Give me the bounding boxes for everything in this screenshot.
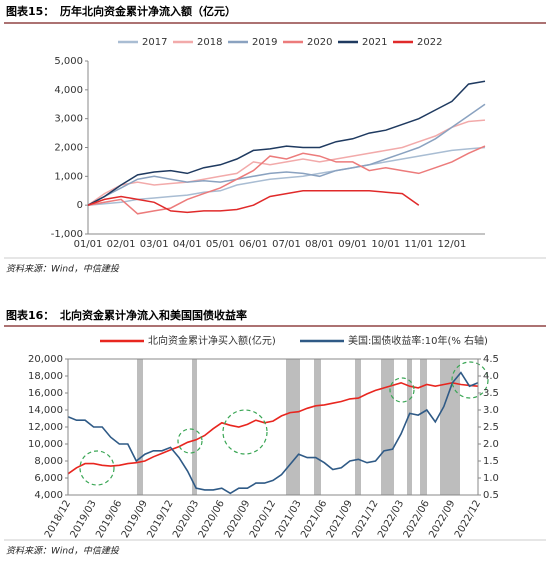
y-tick-label: 2,000 bbox=[54, 143, 83, 154]
y-tick-label: 0 bbox=[77, 200, 83, 211]
x-tick-label: 11/01 bbox=[404, 239, 433, 250]
x-tick-label: 07/01 bbox=[272, 239, 301, 250]
legend-label: 美国:国债收益率:10年(% 右轴) bbox=[348, 334, 488, 347]
y-tick-label: 10,000 bbox=[28, 439, 63, 450]
x-tick-label: 06/01 bbox=[239, 239, 268, 250]
legend-label: 2019 bbox=[252, 37, 277, 48]
x-tick-label: 12/01 bbox=[438, 239, 467, 250]
x-tick-label: 2022/12 bbox=[453, 499, 483, 540]
series-line bbox=[67, 381, 479, 475]
y-tick-label: 6,000 bbox=[34, 473, 63, 484]
y2-tick-label: 4.5 bbox=[483, 354, 499, 365]
y2-tick-label: 3.5 bbox=[483, 388, 499, 399]
y-tick-label: 4,000 bbox=[54, 85, 83, 96]
series-line bbox=[87, 190, 420, 214]
x-tick-label: 03/01 bbox=[140, 239, 169, 250]
series-line bbox=[87, 146, 486, 206]
x-tick-label: 04/01 bbox=[173, 239, 202, 250]
x-tick-label: 09/01 bbox=[338, 239, 367, 250]
x-tick-label: 02/01 bbox=[107, 239, 136, 250]
y-tick-label: -1,000 bbox=[51, 229, 83, 240]
y-tick-label: 18,000 bbox=[28, 371, 63, 382]
y-tick-label: 14,000 bbox=[28, 405, 63, 416]
legend-label: 2022 bbox=[417, 37, 442, 48]
source: 资料来源：Wind，中信建投 bbox=[6, 264, 120, 275]
y2-tick-label: 2.0 bbox=[483, 439, 499, 450]
y-tick-label: 16,000 bbox=[28, 388, 63, 399]
y2-tick-label: 3.0 bbox=[483, 405, 499, 416]
legend-label: 2021 bbox=[362, 37, 387, 48]
y2-tick-label: 1.0 bbox=[483, 473, 499, 484]
y2-tick-label: 2.5 bbox=[483, 422, 499, 433]
series-line bbox=[87, 145, 486, 215]
source: 资料来源：Wind，中信建投 bbox=[6, 546, 120, 557]
y-tick-label: 12,000 bbox=[28, 422, 63, 433]
x-tick-label: 01/01 bbox=[74, 239, 103, 250]
shaded-periods bbox=[137, 359, 460, 495]
series-line bbox=[87, 80, 486, 206]
legend-label: 2018 bbox=[197, 37, 222, 48]
y-tick-label: 8,000 bbox=[34, 456, 63, 467]
highlight-circles bbox=[79, 361, 489, 486]
legend-label: 北向资金累计净买入额(亿元) bbox=[148, 334, 276, 347]
figure-label: 图表16： bbox=[6, 308, 54, 322]
y-tick-label: 20,000 bbox=[28, 354, 63, 365]
figure-label: 图表15： bbox=[6, 4, 54, 18]
series-line bbox=[67, 371, 479, 495]
x-tick-label: 10/01 bbox=[371, 239, 400, 250]
y-tick-label: 5,000 bbox=[54, 56, 83, 67]
y2-tick-label: 1.5 bbox=[483, 456, 499, 467]
y-tick-label: 4,000 bbox=[34, 490, 63, 501]
series-line bbox=[87, 103, 486, 206]
legend-label: 2017 bbox=[142, 37, 167, 48]
y-tick-label: 3,000 bbox=[54, 114, 83, 125]
x-tick-label: 08/01 bbox=[305, 239, 334, 250]
chart-title: 历年北向资金累计净流入额（亿元） bbox=[60, 4, 236, 18]
series-line bbox=[87, 119, 486, 206]
chart-title: 北向资金累计净流入和美国国债收益率 bbox=[60, 308, 247, 322]
x-tick-label: 05/01 bbox=[206, 239, 235, 250]
y-tick-label: 1,000 bbox=[54, 171, 83, 182]
legend-label: 2020 bbox=[307, 37, 332, 48]
y2-tick-label: 4.0 bbox=[483, 371, 499, 382]
y2-tick-label: 0.5 bbox=[483, 490, 499, 501]
